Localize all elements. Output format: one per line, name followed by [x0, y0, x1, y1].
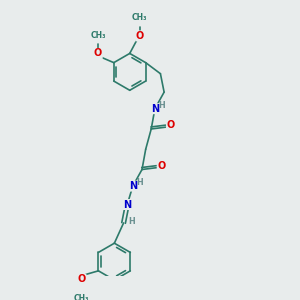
Text: O: O	[136, 31, 144, 41]
Text: O: O	[167, 120, 175, 130]
Text: O: O	[94, 48, 102, 59]
Text: H: H	[158, 100, 165, 109]
Text: CH₃: CH₃	[74, 294, 90, 300]
Text: N: N	[129, 181, 137, 191]
Text: H: H	[128, 217, 135, 226]
Text: CH₃: CH₃	[90, 31, 106, 40]
Text: CH₃: CH₃	[132, 13, 148, 22]
Text: O: O	[78, 274, 86, 284]
Text: N: N	[123, 200, 131, 209]
Text: N: N	[151, 104, 159, 114]
Text: O: O	[157, 161, 166, 171]
Text: H: H	[136, 178, 142, 187]
